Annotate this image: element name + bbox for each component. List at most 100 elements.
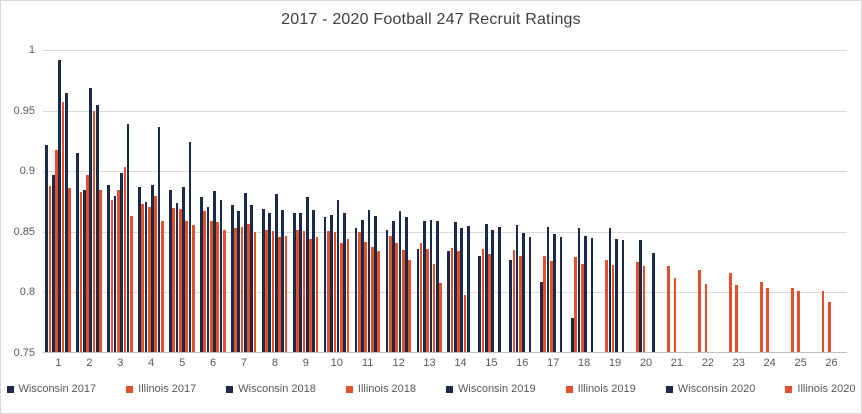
bar-slot: [86, 50, 89, 352]
bar-wisconsin-2020-rank-14: [466, 226, 470, 352]
bar-slot: [543, 50, 547, 352]
legend-label: Illinois 2019: [577, 383, 636, 395]
bar-wisconsin-2020-rank-12: [405, 217, 408, 352]
bar-illinois-2017-rank-10: [327, 231, 330, 352]
bar-slot: [330, 50, 333, 352]
legend-label: Wisconsin 2020: [677, 383, 756, 395]
bar-illinois-2018-rank-24: [766, 288, 770, 352]
bar-slot: [841, 50, 844, 352]
bar-illinois-2018-rank-12: [395, 243, 399, 352]
bar-slot: [154, 50, 158, 352]
bar-illinois-2018-rank-4: [147, 207, 151, 352]
bar-wisconsin-2020-rank-15: [497, 227, 501, 352]
bar-wisconsin-2019-rank-9: [305, 197, 309, 352]
bar-slot: [138, 50, 141, 352]
bar-slot: [748, 50, 751, 352]
bar-slot: [605, 50, 608, 352]
bar-slot: [512, 50, 516, 352]
bar-wisconsin-2019-rank-4: [151, 185, 154, 352]
bar-wisconsin-2019-rank-19: [615, 239, 618, 352]
bar-wisconsin-2017-rank-5: [169, 190, 172, 352]
bar-wisconsin-2020-rank-11: [374, 216, 377, 352]
bar-wisconsin-2017-rank-12: [385, 230, 389, 352]
bar-wisconsin-2019-rank-7: [243, 193, 247, 352]
bar-wisconsin-2020-rank-16: [528, 237, 532, 352]
bar-slot: [608, 50, 612, 352]
bar-illinois-2018-rank-1: [55, 150, 58, 352]
bar-slot: [509, 50, 512, 352]
bar-slot: [423, 50, 426, 352]
bar-slot: [821, 50, 825, 352]
bar-wisconsin-2018-rank-15: [484, 224, 488, 352]
bar-slot: [728, 50, 732, 352]
bar-illinois-2020-rank-7: [253, 232, 257, 352]
bar-slot: [388, 50, 392, 352]
x-tick-label: 14: [454, 357, 467, 369]
bar-slot: [95, 50, 99, 352]
bar-illinois-2019-rank-14: [463, 295, 467, 352]
bar-slot: [312, 50, 316, 352]
bar-wisconsin-2019-rank-10: [336, 200, 340, 352]
legend-marker-icon: [665, 385, 673, 393]
bar-illinois-2017-rank-19: [605, 260, 608, 352]
bar-slot: [237, 50, 241, 352]
bar-slot: [240, 50, 244, 352]
bar-illinois-2019-rank-5: [185, 221, 189, 352]
bar-group-rank-11: [352, 50, 383, 352]
x-tick-label: 2: [86, 357, 93, 369]
bar-slot: [584, 50, 587, 352]
bar-slot: [419, 50, 423, 352]
bar-slot: [667, 50, 670, 352]
bar-slot: [234, 50, 237, 352]
bar-illinois-2020-rank-12: [408, 260, 412, 352]
bar-slot: [302, 50, 306, 352]
bar-wisconsin-2017-rank-15: [478, 256, 482, 352]
bar-wisconsin-2018-rank-8: [268, 213, 272, 352]
bar-wisconsin-2017-rank-10: [323, 217, 327, 352]
bar-wisconsin-2018-rank-5: [175, 203, 179, 352]
bar-illinois-2017-rank-3: [110, 200, 114, 352]
bar-illinois-2020-rank-3: [130, 216, 133, 352]
bar-slot: [274, 50, 278, 352]
bar-wisconsin-2020-rank-18: [590, 238, 594, 352]
x-tick-label: 19: [608, 357, 622, 369]
bar-slot: [357, 50, 361, 352]
bar-slot: [48, 50, 52, 352]
bar-slot: [515, 50, 519, 352]
bar-group-rank-23: [723, 50, 754, 352]
bar-group-rank-17: [538, 50, 569, 352]
bar-wisconsin-2020-rank-4: [157, 127, 161, 352]
bar-slot: [636, 50, 639, 352]
x-tick-label: 1: [55, 357, 62, 369]
bar-illinois-2017-rank-2: [79, 192, 83, 352]
bar-slot: [284, 50, 288, 352]
bar-wisconsin-2020-rank-8: [281, 210, 285, 352]
bar-slot: [271, 50, 275, 352]
bar-slot: [361, 50, 364, 352]
bar-wisconsin-2018-rank-12: [392, 221, 395, 352]
bar-illinois-2019-rank-8: [278, 237, 281, 352]
bar-wisconsin-2017-rank-7: [230, 205, 234, 352]
bar-slot: [759, 50, 763, 352]
bar-wisconsin-2020-rank-17: [559, 237, 563, 352]
bar-group-rank-14: [445, 50, 476, 352]
bar-slot: [405, 50, 408, 352]
bar-slot: [58, 50, 62, 352]
bar-slot: [51, 50, 55, 352]
bar-slot: [219, 50, 223, 352]
bar-group-rank-10: [321, 50, 352, 352]
bar-illinois-2019-rank-13: [432, 264, 436, 352]
bar-slot: [216, 50, 219, 352]
bar-illinois-2018-rank-13: [426, 249, 429, 352]
bar-wisconsin-2018-rank-18: [577, 228, 581, 352]
bar-wisconsin-2018-rank-2: [82, 190, 86, 352]
x-tick-label: 13: [423, 357, 436, 369]
bar-illinois-2018-rank-9: [302, 231, 306, 352]
bar-wisconsin-2018-rank-19: [608, 228, 612, 352]
y-axis: 1 0.95 0.9 0.85 0.8 0.75: [1, 44, 39, 359]
bar-slot: [182, 50, 185, 352]
bar-slot: [460, 50, 464, 352]
bar-wisconsin-2020-rank-1: [64, 93, 68, 352]
bar-illinois-2018-rank-16: [519, 256, 522, 352]
bar-wisconsin-2018-rank-13: [423, 221, 426, 352]
